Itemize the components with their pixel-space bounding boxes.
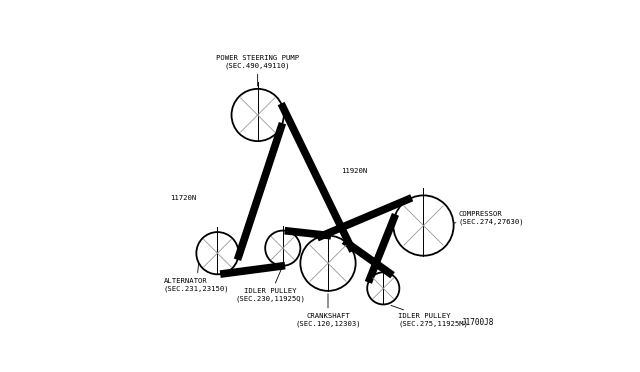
Text: COMPRESSOR
(SEC.274,27630): COMPRESSOR (SEC.274,27630) xyxy=(454,211,524,225)
Text: IDLER PULLEY
(SEC.230,11925Q): IDLER PULLEY (SEC.230,11925Q) xyxy=(236,268,305,302)
Text: CRANKSHAFT
(SEC.120,12303): CRANKSHAFT (SEC.120,12303) xyxy=(295,294,361,327)
Text: IDLER PULLEY
(SEC.275,11925M): IDLER PULLEY (SEC.275,11925M) xyxy=(391,305,468,327)
Text: 11720N: 11720N xyxy=(170,195,196,201)
Text: 11920N: 11920N xyxy=(342,168,368,174)
Text: J1700J8: J1700J8 xyxy=(461,318,494,327)
Text: ALTERNATOR
(SEC.231,23150): ALTERNATOR (SEC.231,23150) xyxy=(164,263,229,292)
Text: POWER STEERING PUMP
(SEC.490,49110): POWER STEERING PUMP (SEC.490,49110) xyxy=(216,55,300,86)
